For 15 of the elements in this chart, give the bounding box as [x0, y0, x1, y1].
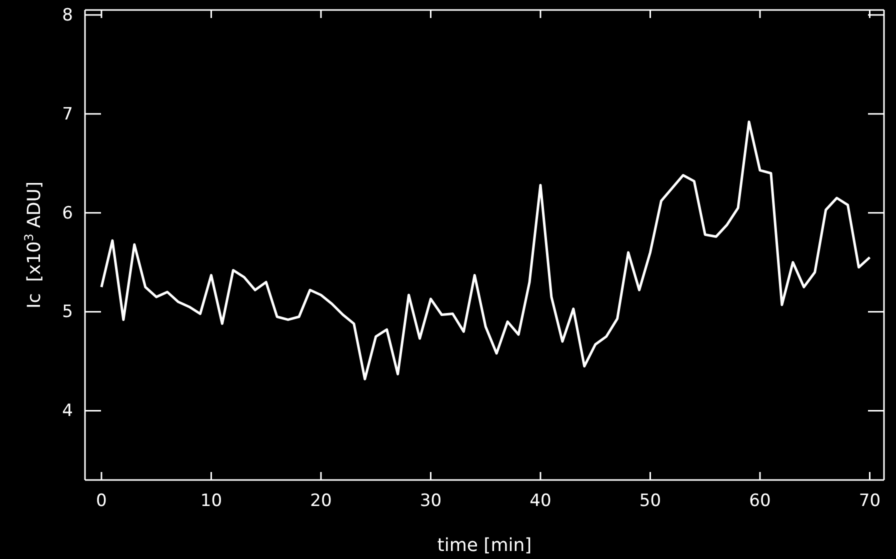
- y-tick-label: 5: [62, 302, 73, 322]
- x-tick-label: 10: [200, 491, 222, 512]
- x-tick-label: 0: [96, 491, 107, 512]
- x-tick-label: 60: [749, 491, 771, 512]
- x-tick-label: 70: [858, 491, 881, 512]
- y-tick-label: 7: [62, 104, 73, 124]
- y-tick-label: 8: [62, 5, 73, 26]
- x-tick-label: 50: [639, 491, 662, 512]
- x-tick-label: 40: [530, 491, 552, 512]
- line-series: [100, 120, 871, 380]
- x-tick-label: 30: [420, 491, 442, 512]
- x-axis-title: time [min]: [437, 535, 532, 556]
- y-tick-label: 6: [62, 203, 73, 224]
- y-tick-label: 4: [62, 401, 73, 422]
- x-tick-label: 20: [310, 491, 332, 512]
